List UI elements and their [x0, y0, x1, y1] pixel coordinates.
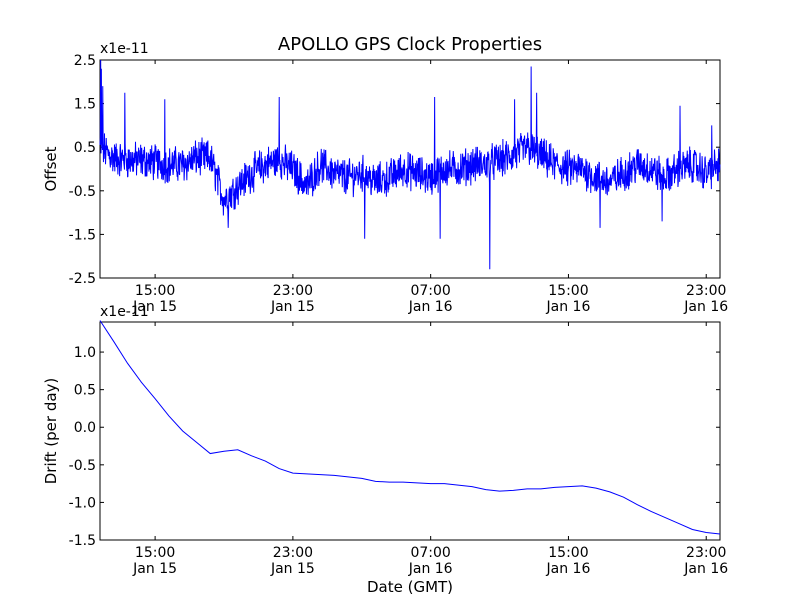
x-tick-date-label: Jan 15	[132, 299, 177, 315]
y-tick-label: -1.0	[69, 495, 96, 511]
x-tick-time-label: 23:00	[273, 283, 313, 299]
x-tick-date-label: Jan 15	[270, 299, 315, 315]
x-tick-time-label: 07:00	[410, 283, 450, 299]
drift-y-axis-label: Drift (per day)	[42, 378, 60, 485]
y-tick-label: 1.0	[74, 345, 96, 361]
offset-scale-label: x1e-11	[100, 41, 149, 57]
x-tick-date-label: Jan 16	[683, 299, 728, 315]
x-tick-date-label: Jan 16	[408, 561, 453, 577]
drift-series-line	[99, 320, 721, 535]
x-tick-time-label: 23:00	[686, 545, 726, 561]
offset-series-line	[99, 59, 721, 270]
x-tick-date-label: Jan 16	[546, 299, 591, 315]
x-tick-time-label: 15:00	[548, 283, 588, 299]
x-tick-date-label: Jan 16	[546, 561, 591, 577]
x-tick-date-label: Jan 15	[270, 561, 315, 577]
x-tick-date-label: Jan 16	[408, 299, 453, 315]
x-tick-time-label: 15:00	[135, 545, 175, 561]
offset-y-axis-label: Offset	[42, 146, 60, 191]
drift-axes-frame	[99, 321, 721, 541]
x-axis-label: Date (GMT)	[367, 578, 453, 596]
x-tick-time-label: 15:00	[135, 283, 175, 299]
x-tick-time-label: 23:00	[273, 545, 313, 561]
y-tick-label: 0.5	[74, 383, 96, 399]
y-tick-label: -0.5	[69, 184, 96, 200]
x-tick-date-label: Jan 15	[132, 561, 177, 577]
x-tick-time-label: 15:00	[548, 545, 588, 561]
y-tick-label: 0.0	[74, 420, 96, 436]
drift-scale-label: x1e-11	[100, 304, 149, 320]
y-tick-label: -1.5	[69, 533, 96, 549]
y-tick-label: -0.5	[69, 458, 96, 474]
y-tick-label: -2.5	[69, 271, 96, 287]
x-tick-date-label: Jan 16	[683, 561, 728, 577]
y-tick-label: 1.5	[74, 97, 96, 113]
drift-panel: x1e-11 Drift (per day) 1.0 0.5 0.0 -0.5 -1.0…	[42, 304, 728, 596]
offset-panel: x1e-11 Offset 2.5 1.5 0.5 -0.5 -1.5 -2.5 15:0…	[42, 41, 728, 315]
y-tick-label: 2.5	[74, 53, 96, 69]
x-tick-time-label: 07:00	[410, 545, 450, 561]
y-tick-label: 0.5	[74, 140, 96, 156]
y-tick-label: -1.5	[69, 227, 96, 243]
drift-y-ticks: 1.0 0.5 0.0 -0.5 -1.0 -1.5	[69, 345, 720, 549]
x-tick-time-label: 23:00	[686, 283, 726, 299]
chart-title: APOLLO GPS Clock Properties	[278, 34, 542, 55]
